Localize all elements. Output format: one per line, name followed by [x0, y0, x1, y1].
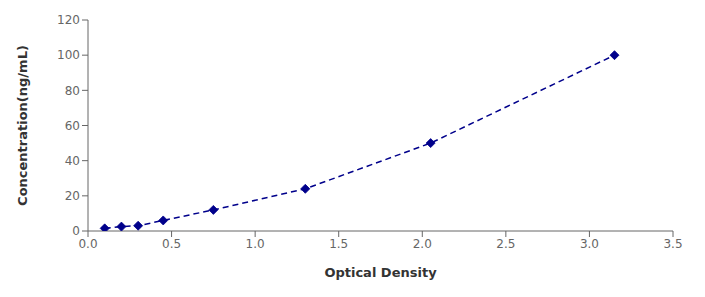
svg-text:2.0: 2.0 — [413, 237, 432, 251]
svg-text:3.5: 3.5 — [663, 237, 682, 251]
svg-text:100: 100 — [57, 48, 80, 62]
svg-text:0.5: 0.5 — [162, 237, 181, 251]
svg-text:Optical Density: Optical Density — [324, 265, 437, 280]
svg-text:3.0: 3.0 — [580, 237, 599, 251]
svg-text:120: 120 — [57, 13, 80, 27]
svg-text:Concentration(ng/mL): Concentration(ng/mL) — [15, 45, 30, 206]
svg-text:1.5: 1.5 — [329, 237, 348, 251]
svg-text:40: 40 — [65, 154, 80, 168]
svg-text:2.5: 2.5 — [496, 237, 515, 251]
svg-text:20: 20 — [65, 189, 80, 203]
svg-text:60: 60 — [65, 119, 80, 133]
svg-text:0: 0 — [72, 224, 80, 238]
svg-text:0.0: 0.0 — [78, 237, 97, 251]
svg-text:80: 80 — [65, 84, 80, 98]
svg-text:1.0: 1.0 — [246, 237, 265, 251]
